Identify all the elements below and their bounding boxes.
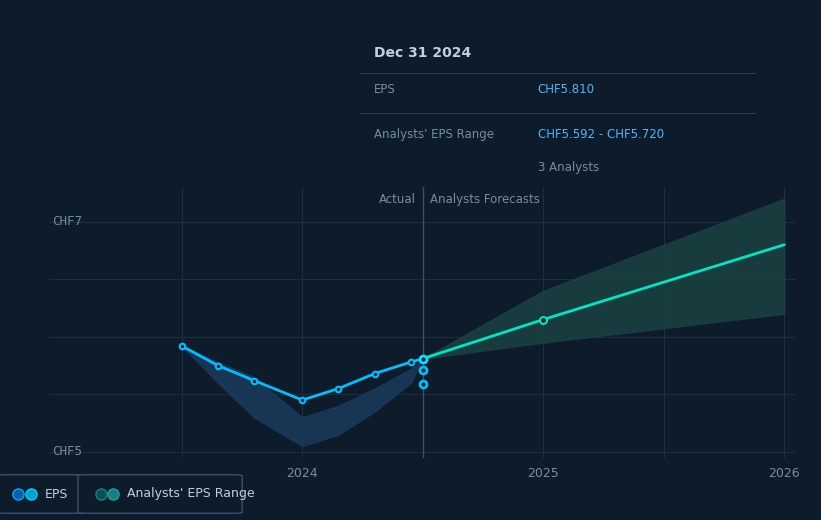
Text: 2025: 2025: [527, 467, 559, 480]
Text: EPS: EPS: [374, 83, 395, 96]
Text: Actual: Actual: [378, 193, 415, 206]
Text: 2024: 2024: [287, 467, 318, 480]
Text: Analysts' EPS Range: Analysts' EPS Range: [374, 127, 493, 140]
Text: Analysts' EPS Range: Analysts' EPS Range: [127, 488, 255, 500]
FancyBboxPatch shape: [78, 475, 242, 513]
FancyBboxPatch shape: [0, 475, 86, 513]
Text: 2026: 2026: [768, 467, 800, 480]
Text: 3 Analysts: 3 Analysts: [538, 161, 599, 174]
Text: CHF5: CHF5: [52, 445, 81, 458]
Text: CHF5.592 - CHF5.720: CHF5.592 - CHF5.720: [538, 127, 664, 140]
Text: CHF5.810: CHF5.810: [538, 83, 594, 96]
Text: EPS: EPS: [45, 488, 68, 500]
Text: Dec 31 2024: Dec 31 2024: [374, 46, 470, 60]
Text: Analysts Forecasts: Analysts Forecasts: [430, 193, 540, 206]
Text: CHF7: CHF7: [52, 215, 81, 228]
